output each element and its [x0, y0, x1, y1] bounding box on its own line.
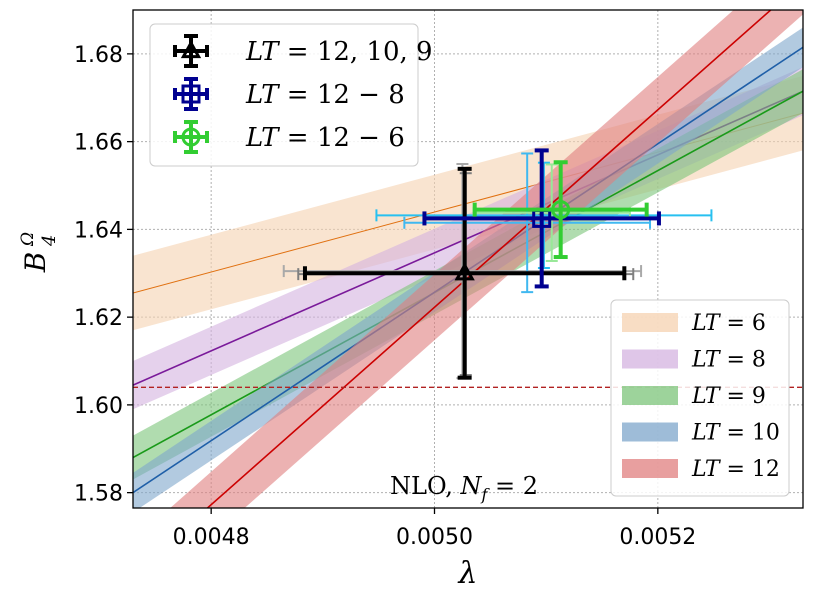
legend-lower-label: LT = 9	[691, 384, 766, 409]
annotation: NLO, Nf = 2	[390, 472, 538, 504]
annotation-group: NLO, Nf = 2	[390, 472, 538, 504]
y-axis-label-sup: Ω	[18, 232, 38, 247]
legend-upper-entry: LT = 12, 10, 9	[173, 34, 433, 68]
data-point-errorbar	[422, 148, 661, 289]
data-point-marker	[551, 200, 571, 220]
plot-border	[132, 9, 804, 509]
y-tick-label: 1.68	[74, 43, 123, 68]
legend-swatch	[622, 386, 678, 405]
x-axis-label: λ	[457, 556, 477, 591]
legend-upper: LT = 12, 10, 9 LT = 12 − 8 LT = 12 − 6	[149, 23, 433, 167]
data-point-errorbar	[472, 160, 649, 260]
x-tick-label: 0.0052	[619, 525, 696, 550]
legend-lower-box	[610, 299, 790, 497]
legend-lower-entry: LT = 8	[622, 348, 766, 373]
legend-lower-label: LT = 6	[691, 311, 766, 336]
x-tick-label: 0.0050	[396, 525, 473, 550]
x-tick-label: 0.0048	[173, 525, 250, 550]
fit-band	[170, 10, 803, 508]
y-axis-label-main: B	[19, 252, 52, 274]
y-tick-label: 1.66	[74, 131, 123, 156]
y-tick-label: 1.58	[74, 482, 123, 507]
axis-ticks: 0.0048 0.0050 0.0052 1.58 1.60 1.62 1.64 1.66 1.…	[74, 43, 696, 550]
plot-frame	[132, 9, 804, 509]
legend-marker	[180, 39, 202, 59]
data-point-marker	[454, 262, 475, 281]
legend-upper-label: LT = 12 − 6	[245, 123, 405, 153]
legend-upper-label: LT = 12 − 8	[245, 80, 405, 110]
legend-lower-entry: LT = 9	[622, 384, 766, 409]
y-tick-label: 1.62	[74, 306, 123, 331]
legend-upper-entry: LT = 12 − 6	[173, 120, 405, 154]
y-tick-label: 1.64	[74, 218, 123, 243]
legend-swatch	[622, 459, 678, 478]
axis-labels: λ B 4Ω	[18, 232, 478, 591]
legend-lower-entry: LT = 12	[622, 457, 780, 482]
data-points	[282, 148, 713, 380]
legend-lower-label: LT = 8	[691, 348, 766, 373]
legend-lower-label: LT = 10	[691, 421, 780, 446]
legend-upper-box	[149, 23, 419, 167]
y-axis-label-sub: 4	[39, 235, 60, 247]
y-axis-label: B 4Ω	[18, 232, 60, 273]
legend-lower: LT = 6 LT = 8 LT = 9 LT = 10 LT = 12	[610, 299, 790, 497]
legend-marker	[181, 84, 201, 104]
legend-lower-label: LT = 12	[691, 457, 780, 482]
ghost-errorbar	[375, 161, 713, 269]
legend-swatch	[622, 313, 678, 332]
legend-upper-entry: LT = 12 − 8	[173, 77, 405, 111]
legend-swatch	[622, 422, 678, 442]
legend-lower-entry: LT = 6	[622, 311, 766, 336]
legend-swatch	[622, 349, 678, 369]
y-tick-label: 1.60	[74, 394, 123, 419]
legend-upper-label: LT = 12, 10, 9	[245, 37, 433, 67]
data-point-errorbar	[302, 166, 627, 380]
legend-lower-entry: LT = 10	[622, 421, 780, 446]
legend-marker	[181, 127, 201, 147]
